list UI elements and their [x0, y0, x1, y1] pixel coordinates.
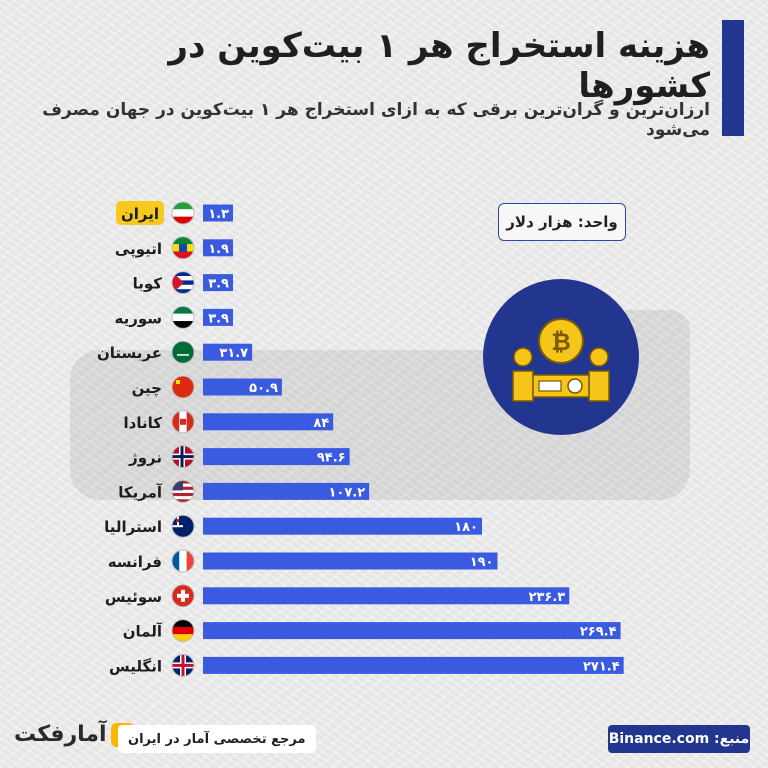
category-label: نروژ — [128, 449, 162, 467]
chart-bar — [203, 552, 498, 570]
switzerland-flag-icon — [171, 584, 195, 608]
category-label: استرالیا — [104, 518, 162, 536]
bar-value-label: ۲۶۹.۴ — [580, 625, 617, 640]
saudi-flag-icon — [171, 340, 195, 364]
france-flag-icon — [171, 549, 195, 573]
chart-bar — [203, 622, 621, 640]
iran-flag-icon — [171, 201, 195, 225]
bar-value-label: ۳.۹ — [208, 311, 229, 326]
category-label: چین — [132, 379, 162, 398]
chart-bar — [203, 413, 334, 431]
category-label: کوبا — [133, 275, 163, 293]
chart-bar — [203, 656, 624, 674]
bitcoin-mining-icon: ₿ — [483, 279, 639, 435]
chart-subtitle: ارزان‌ترین و گران‌ترین برقی که به ازای ا… — [42, 100, 710, 140]
highlight-badge — [116, 201, 164, 225]
bar-value-label: ۳.۹ — [208, 277, 229, 292]
norway-flag-icon — [171, 445, 195, 469]
chart-bar — [203, 343, 253, 361]
footer-tagline: مرجع تخصصی آمار در ایران — [118, 725, 316, 753]
germany-flag-icon — [171, 619, 195, 643]
bar-value-label: ۱۰۷.۲ — [328, 485, 365, 500]
bar-value-label: ۳۱.۷ — [219, 346, 248, 361]
chart-title: هزینه استخراج هر ۱ بیت‌کوین در کشورها — [168, 26, 710, 106]
category-label: کانادا — [124, 414, 163, 432]
chart-bar — [203, 482, 370, 500]
source-label: منبع: Binance.com — [608, 725, 750, 753]
bar-value-label: ۱.۹ — [208, 242, 229, 257]
chart-bar — [203, 587, 570, 605]
title-accent-bar — [722, 20, 744, 136]
china-flag-icon — [171, 375, 195, 399]
syria-flag-icon — [171, 305, 195, 329]
chart-bar — [203, 204, 233, 222]
brand-name: آمارفکت — [14, 722, 107, 747]
category-label: انگلیس — [109, 657, 162, 675]
unit-label: واحد: هزار دلار — [498, 203, 626, 241]
chart-bar — [203, 448, 350, 466]
category-label: فرانسه — [108, 553, 162, 571]
category-label: آلمان — [123, 623, 163, 641]
chart-bar — [203, 308, 233, 326]
bar-value-label: ۱.۳ — [208, 207, 229, 222]
category-label: آمریکا — [118, 483, 163, 501]
chart-bar — [203, 239, 233, 257]
bar-value-label: ۹۴.۶ — [317, 451, 346, 466]
svg-text:₿: ₿ — [551, 328, 571, 356]
category-label: سوئیس — [105, 588, 162, 606]
bar-value-label: ۸۴ — [313, 416, 329, 431]
ethiopia-flag-icon — [171, 236, 195, 260]
bar-value-label: ۲۷۱.۴ — [583, 659, 620, 674]
usa-flag-icon — [171, 479, 195, 503]
category-label: سوریه — [114, 309, 162, 327]
chart-bar — [203, 274, 233, 292]
category-label: عربستان — [97, 344, 162, 362]
australia-flag-icon — [171, 514, 195, 538]
canada-flag-icon — [171, 410, 195, 434]
uk-flag-icon — [171, 653, 195, 677]
bar-value-label: ۲۳۶.۳ — [529, 590, 566, 605]
brand-logo: آمارفکت / — [14, 722, 135, 747]
chart-bar — [203, 378, 282, 396]
bar-value-label: ۱۸۰ — [454, 520, 478, 535]
cuba-flag-icon — [171, 271, 195, 295]
bar-value-label: ۵۰.۹ — [249, 381, 278, 396]
bar-value-label: ۱۹۰ — [470, 555, 494, 570]
category-label: اتیوپی — [115, 240, 162, 259]
category-label: ایران — [121, 205, 159, 223]
chart-bar — [203, 517, 482, 535]
